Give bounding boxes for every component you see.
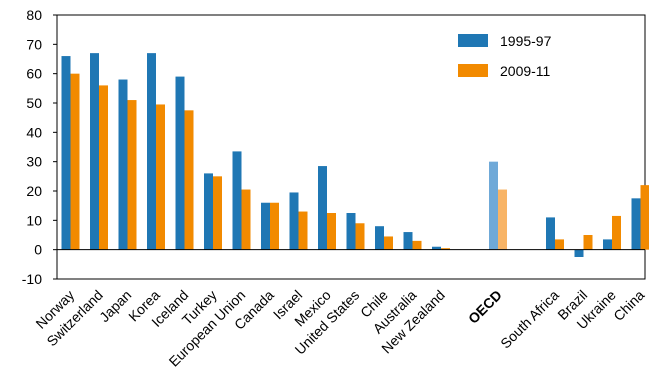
bar-brazil-2009-11 — [584, 235, 593, 250]
bar-israel-2009-11 — [299, 212, 308, 250]
bar-china-1995-97 — [632, 198, 641, 249]
bar-turkey-1995-97 — [204, 173, 213, 249]
bar-european-union-2009-11 — [242, 190, 251, 250]
bar-chile-1995-97 — [375, 226, 384, 249]
bar-ukraine-2009-11 — [612, 216, 621, 250]
y-tick-label: 10 — [26, 212, 42, 228]
bar-mexico-2009-11 — [327, 213, 336, 250]
y-tick-label: 30 — [26, 154, 42, 170]
bar-switzerland-1995-97 — [90, 53, 99, 250]
bar-oecd-1995-97 — [489, 162, 498, 250]
x-category-label: OECD — [465, 287, 505, 327]
legend-swatch — [458, 64, 488, 77]
bar-brazil-1995-97 — [575, 250, 584, 257]
y-tick-label: 80 — [26, 7, 42, 23]
bar-switzerland-2009-11 — [99, 85, 108, 249]
bar-korea-2009-11 — [156, 104, 165, 249]
bar-japan-2009-11 — [128, 100, 137, 250]
bar-iceland-2009-11 — [185, 110, 194, 249]
bar-european-union-1995-97 — [233, 151, 242, 249]
y-tick-label: 40 — [26, 124, 42, 140]
bar-japan-1995-97 — [119, 80, 128, 250]
bar-south-africa-1995-97 — [546, 217, 555, 249]
y-tick-label: 50 — [26, 95, 42, 111]
bar-turkey-2009-11 — [213, 176, 222, 249]
bar-israel-1995-97 — [290, 192, 299, 249]
bar-australia-2009-11 — [413, 241, 422, 250]
y-tick-label: 20 — [26, 183, 42, 199]
bar-united-states-1995-97 — [347, 213, 356, 250]
x-category-label: South Africa — [497, 287, 562, 352]
bar-oecd-2009-11 — [498, 190, 507, 250]
x-category-label: China — [610, 287, 647, 324]
bar-canada-2009-11 — [270, 203, 279, 250]
bar-ukraine-1995-97 — [603, 239, 612, 249]
legend-label: 1995-97 — [500, 33, 552, 49]
y-tick-label: 60 — [26, 66, 42, 82]
bar-norway-2009-11 — [71, 74, 80, 250]
x-category-label: Japan — [96, 287, 134, 325]
bar-australia-1995-97 — [404, 232, 413, 250]
bar-united-states-2009-11 — [356, 223, 365, 249]
y-tick-label: 70 — [26, 36, 42, 52]
bar-iceland-1995-97 — [176, 77, 185, 250]
bar-chile-2009-11 — [384, 236, 393, 249]
bar-canada-1995-97 — [261, 203, 270, 250]
legend-swatch — [458, 34, 488, 47]
legend-label: 2009-11 — [500, 63, 551, 79]
bar-south-africa-2009-11 — [555, 239, 564, 249]
y-tick-label: 0 — [34, 242, 42, 258]
bar-mexico-1995-97 — [318, 166, 327, 250]
bar-china-2009-11 — [641, 185, 649, 250]
bar-norway-1995-97 — [62, 56, 71, 250]
y-tick-label: -10 — [22, 271, 42, 287]
bar-korea-1995-97 — [147, 53, 156, 250]
